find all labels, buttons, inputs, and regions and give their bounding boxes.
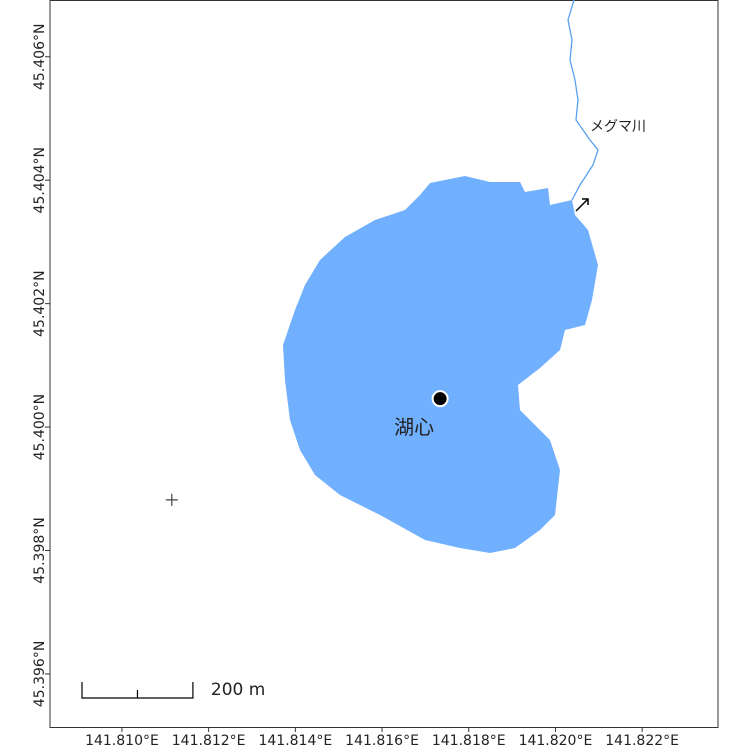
scale-bar-label: 200 m bbox=[211, 680, 265, 700]
x-tick-label: 141.814°E bbox=[258, 733, 332, 749]
point bbox=[165, 493, 178, 506]
arrow bbox=[575, 198, 589, 212]
point bbox=[431, 390, 449, 408]
y-tick-label: 45.404°N bbox=[32, 147, 48, 213]
x-tick-label: 141.812°E bbox=[172, 733, 246, 749]
x-tick-label: 141.822°E bbox=[605, 733, 679, 749]
scale-bar bbox=[81, 682, 194, 699]
x-tick-label: 141.810°E bbox=[85, 733, 159, 749]
x-tick-label: 141.818°E bbox=[432, 733, 506, 749]
point-label: 湖心 bbox=[394, 415, 434, 439]
y-tick-label: 45.396°N bbox=[32, 641, 48, 707]
y-tick-label: 45.402°N bbox=[32, 270, 48, 336]
river bbox=[567, 0, 599, 201]
x-tick-label: 141.816°E bbox=[345, 733, 419, 749]
x-tick-label: 141.820°E bbox=[519, 733, 593, 749]
y-tick-label: 45.406°N bbox=[32, 24, 48, 90]
y-tick-label: 45.400°N bbox=[32, 394, 48, 460]
river-label: メグマ川 bbox=[590, 119, 646, 135]
y-tick-label: 45.398°N bbox=[32, 517, 48, 583]
lake bbox=[283, 176, 598, 553]
arrow-head bbox=[582, 198, 589, 205]
